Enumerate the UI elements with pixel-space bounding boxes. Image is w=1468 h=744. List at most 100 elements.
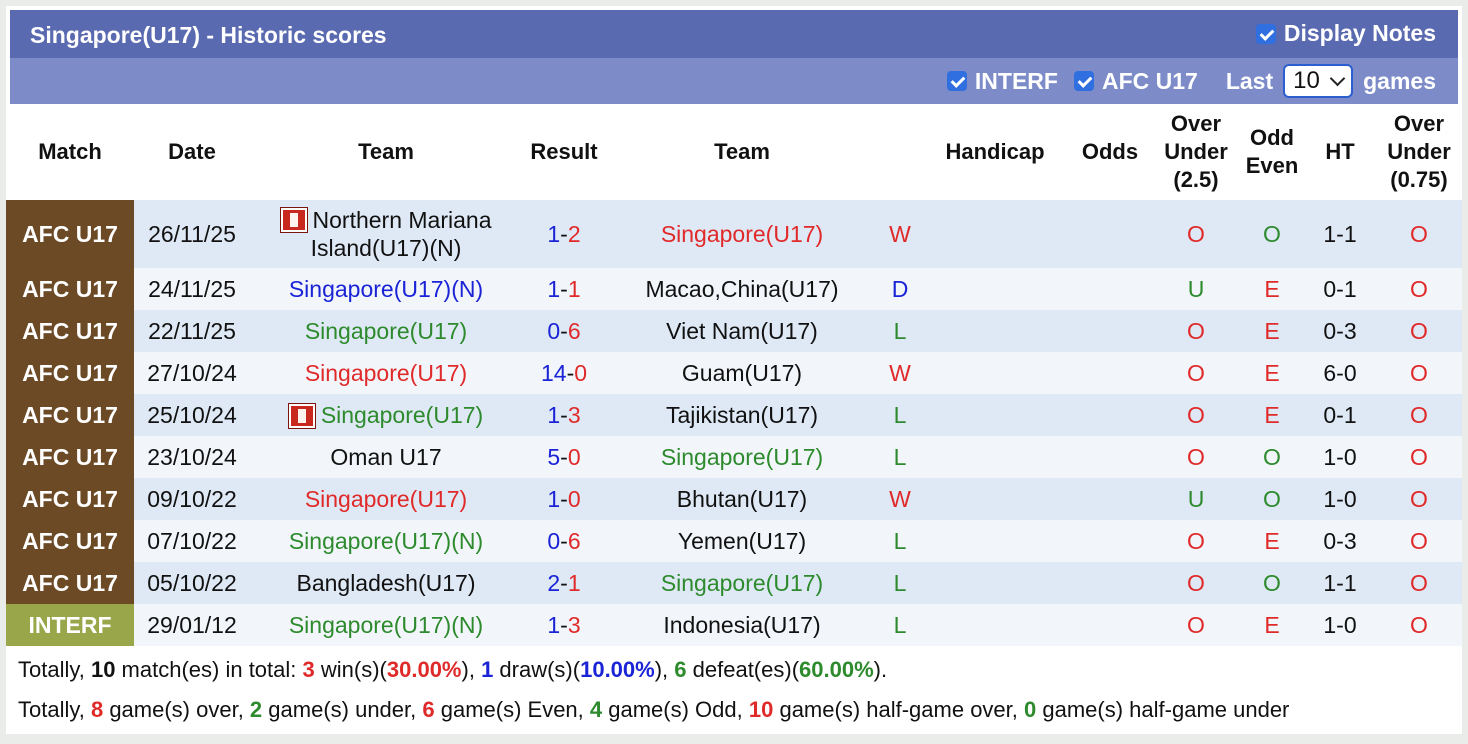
handicap xyxy=(922,520,1068,562)
match-result[interactable]: 5-0 xyxy=(522,436,606,478)
table-row[interactable]: AFC U17 22/11/25 Singapore(U17) 0-6 Viet Nam… xyxy=(6,310,1462,352)
red-card-icon xyxy=(288,403,315,428)
home-team[interactable]: Singapore(U17) xyxy=(250,352,522,394)
home-team-name[interactable]: Singapore(U17)(N) xyxy=(288,527,484,554)
away-team-name[interactable]: Bhutan(U17) xyxy=(676,485,808,512)
match-badge[interactable]: AFC U17 xyxy=(6,268,134,310)
afc-filter[interactable]: AFC U17 xyxy=(1073,67,1198,95)
table-row[interactable]: AFC U17 27/10/24 Singapore(U17) 14-0 Guam(U1… xyxy=(6,352,1462,394)
display-notes-toggle[interactable]: Display Notes xyxy=(1255,20,1436,47)
away-team[interactable]: Viet Nam(U17) xyxy=(606,310,878,352)
table-row[interactable]: AFC U17 05/10/22 Bangladesh(U17) 2-1 Singapo… xyxy=(6,562,1462,604)
home-team-name[interactable]: Singapore(U17)(N) xyxy=(288,611,484,638)
home-team-name[interactable]: Oman U17 xyxy=(330,443,442,470)
home-team-name[interactable]: Singapore(U17) xyxy=(304,485,468,512)
away-team-name[interactable]: Viet Nam(U17) xyxy=(666,317,818,344)
interf-filter[interactable]: INTERF xyxy=(946,68,1058,95)
away-team[interactable]: Bhutan(U17) xyxy=(606,478,878,520)
summary-text: draw(s)( xyxy=(493,657,581,682)
home-team[interactable]: Singapore(U17) xyxy=(250,310,522,352)
summary-text: match(es) in total: xyxy=(115,657,303,682)
away-team[interactable]: Singapore(U17) xyxy=(606,436,878,478)
away-team[interactable]: Guam(U17) xyxy=(606,352,878,394)
table-row[interactable]: AFC U17 25/10/24 Singapore(U17) 1-3 Tajikist… xyxy=(6,394,1462,436)
away-team-name[interactable]: Tajikistan(U17) xyxy=(665,401,819,428)
away-team-name[interactable]: Macao,China(U17) xyxy=(645,275,839,302)
home-team[interactable]: Singapore(U17) xyxy=(250,478,522,520)
away-team-name[interactable]: Singapore(U17) xyxy=(660,443,824,470)
home-team[interactable]: Oman U17 xyxy=(250,436,522,478)
half-game-under-count: 0 xyxy=(1024,697,1037,722)
away-team[interactable]: Singapore(U17) xyxy=(606,562,878,604)
chevron-down-icon xyxy=(1329,70,1346,87)
score-separator: - xyxy=(560,527,568,554)
outcome: L xyxy=(878,604,922,646)
match-result[interactable]: 1-2 xyxy=(522,200,606,268)
away-team[interactable]: Macao,China(U17) xyxy=(606,268,878,310)
table-row[interactable]: AFC U17 23/10/24 Oman U17 5-0 Singapore(U17)… xyxy=(6,436,1462,478)
home-team-name[interactable]: Bangladesh(U17) xyxy=(296,569,476,596)
match-badge[interactable]: AFC U17 xyxy=(6,394,134,436)
match-result[interactable]: 2-1 xyxy=(522,562,606,604)
match-badge[interactable]: AFC U17 xyxy=(6,520,134,562)
match-badge[interactable]: AFC U17 xyxy=(6,436,134,478)
match-result[interactable]: 1-3 xyxy=(522,604,606,646)
table-row[interactable]: AFC U17 26/11/25 Northern Mariana Island(U… xyxy=(6,200,1462,268)
odd-even: E xyxy=(1240,268,1304,310)
odds xyxy=(1068,268,1152,310)
home-team[interactable]: Bangladesh(U17) xyxy=(250,562,522,604)
away-team-name[interactable]: Singapore(U17) xyxy=(660,220,824,247)
afc-label: AFC U17 xyxy=(1101,67,1198,94)
home-team-name[interactable]: Northern Mariana Island(U17)(N) xyxy=(310,207,492,261)
odd-even: O xyxy=(1240,562,1304,604)
outcome: L xyxy=(878,394,922,436)
away-team-name[interactable]: Yemen(U17) xyxy=(677,527,807,554)
interf-checkbox[interactable] xyxy=(946,71,967,91)
home-team-name[interactable]: Singapore(U17) xyxy=(320,401,484,428)
away-team[interactable]: Tajikistan(U17) xyxy=(606,394,878,436)
away-team[interactable]: Singapore(U17) xyxy=(606,200,878,268)
match-result[interactable]: 14-0 xyxy=(522,352,606,394)
match-badge[interactable]: AFC U17 xyxy=(6,562,134,604)
home-team[interactable]: Singapore(U17)(N) xyxy=(250,268,522,310)
home-team-name[interactable]: Singapore(U17)(N) xyxy=(288,275,484,302)
afc-checkbox[interactable] xyxy=(1073,71,1094,91)
over-under-half: O xyxy=(1376,200,1462,268)
away-team-name[interactable]: Singapore(U17) xyxy=(660,569,824,596)
win-percent: 30.00% xyxy=(386,657,462,682)
match-result[interactable]: 0-6 xyxy=(522,520,606,562)
away-team[interactable]: Indonesia(U17) xyxy=(606,604,878,646)
match-result[interactable]: 1-1 xyxy=(522,268,606,310)
display-notes-checkbox[interactable] xyxy=(1255,23,1276,44)
table-row[interactable]: AFC U17 09/10/22 Singapore(U17) 1-0 Bhutan(U… xyxy=(6,478,1462,520)
home-team-name[interactable]: Singapore(U17) xyxy=(304,317,468,344)
summary-text: win(s)( xyxy=(314,657,387,682)
match-badge[interactable]: AFC U17 xyxy=(6,310,134,352)
match-result[interactable]: 0-6 xyxy=(522,310,606,352)
score-separator: - xyxy=(560,220,568,247)
match-result[interactable]: 1-3 xyxy=(522,394,606,436)
last-games-select[interactable]: 10 xyxy=(1283,64,1354,98)
match-badge[interactable]: AFC U17 xyxy=(6,352,134,394)
match-badge[interactable]: AFC U17 xyxy=(6,200,134,268)
home-team[interactable]: Singapore(U17)(N) xyxy=(250,604,522,646)
home-team[interactable]: Singapore(U17)(N) xyxy=(250,520,522,562)
home-team-name[interactable]: Singapore(U17) xyxy=(304,359,468,386)
match-badge[interactable]: INTERF xyxy=(6,604,134,646)
handicap xyxy=(922,268,1068,310)
away-team[interactable]: Yemen(U17) xyxy=(606,520,878,562)
home-score: 1 xyxy=(547,485,561,512)
home-team[interactable]: Singapore(U17) xyxy=(250,394,522,436)
table-row[interactable]: AFC U17 24/11/25 Singapore(U17)(N) 1-1 Macao… xyxy=(6,268,1462,310)
over-under-half: O xyxy=(1376,310,1462,352)
outcome: W xyxy=(878,478,922,520)
match-result[interactable]: 1-0 xyxy=(522,478,606,520)
match-date: 07/10/22 xyxy=(134,520,250,562)
home-team[interactable]: Northern Mariana Island(U17)(N) xyxy=(250,200,522,268)
over-under-half: O xyxy=(1376,352,1462,394)
table-row[interactable]: INTERF 29/01/12 Singapore(U17)(N) 1-3 Indone… xyxy=(6,604,1462,646)
match-badge[interactable]: AFC U17 xyxy=(6,478,134,520)
away-team-name[interactable]: Guam(U17) xyxy=(681,359,803,386)
away-team-name[interactable]: Indonesia(U17) xyxy=(663,611,821,638)
table-row[interactable]: AFC U17 07/10/22 Singapore(U17)(N) 0-6 Yemen… xyxy=(6,520,1462,562)
